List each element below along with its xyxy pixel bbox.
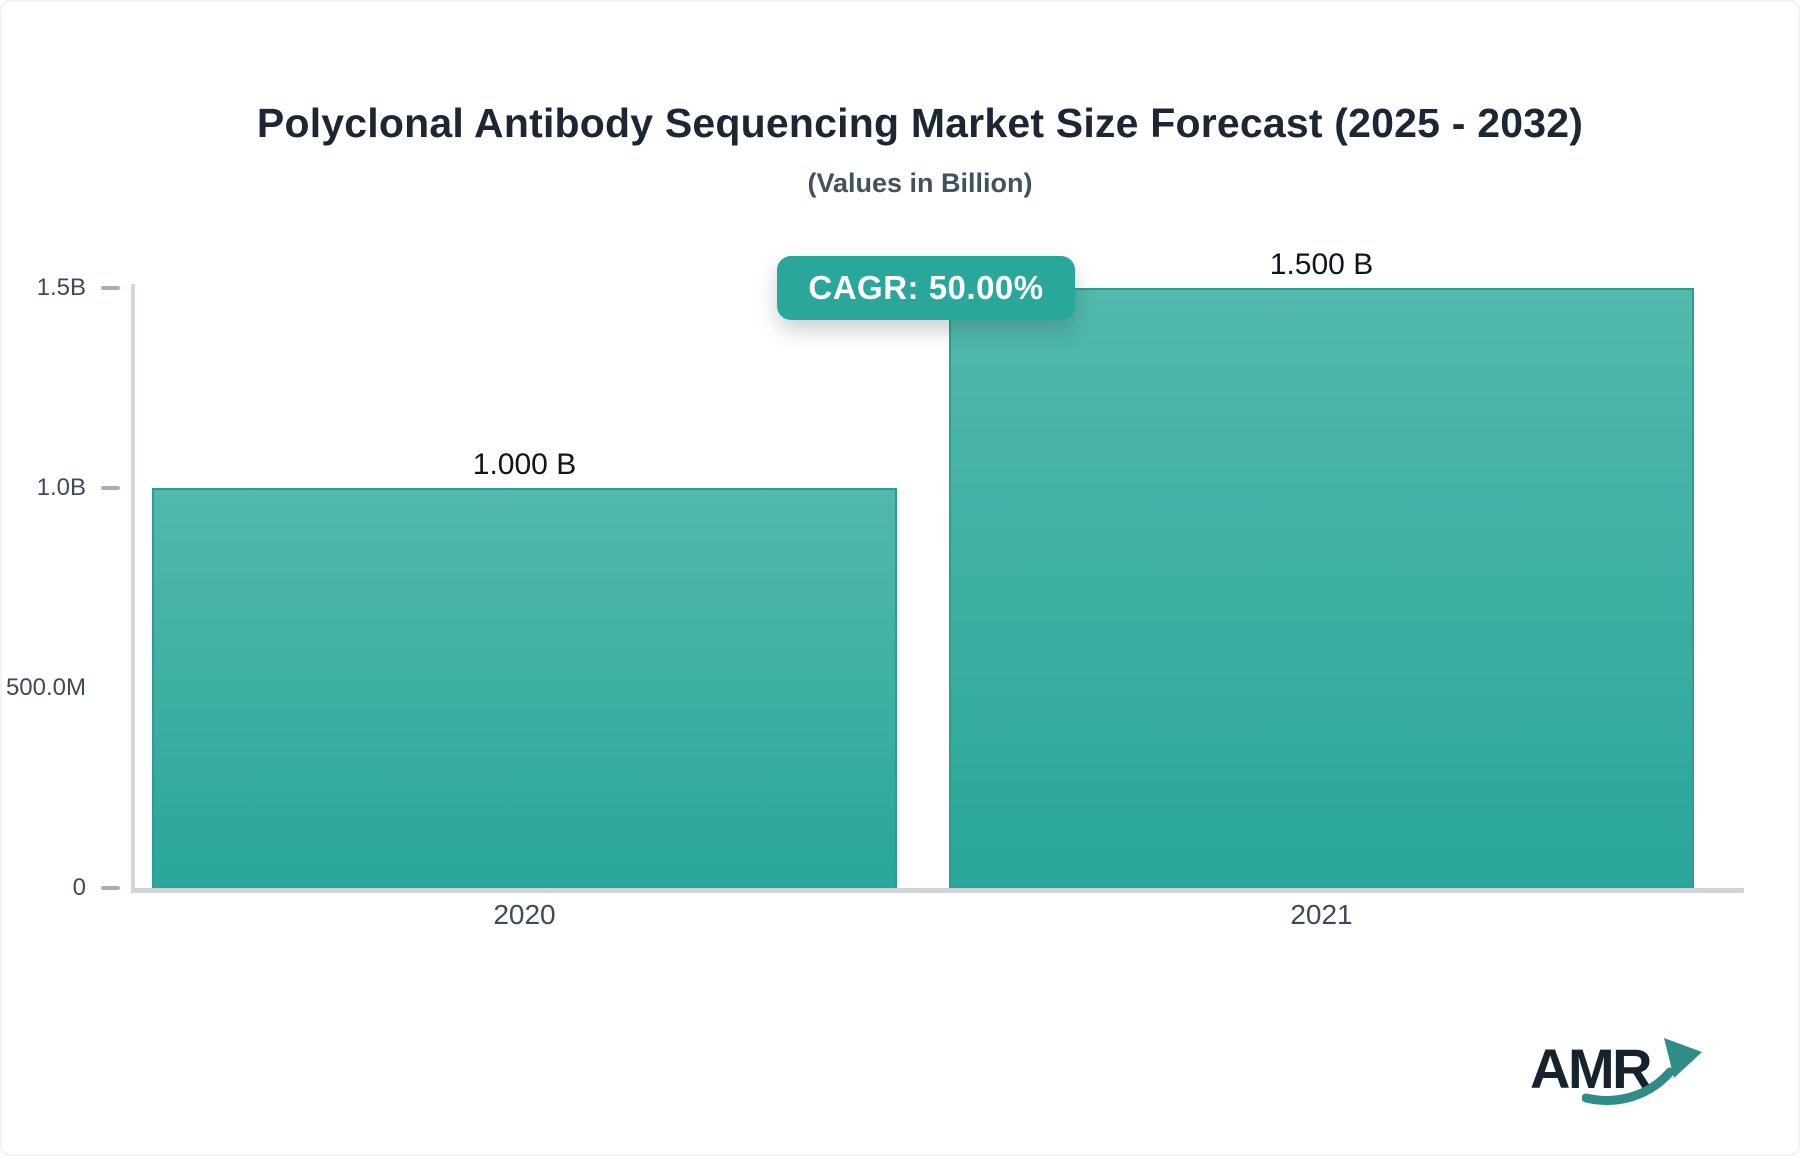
cagr-badge-label: CAGR: 50.00%: [808, 269, 1044, 306]
y-tick-label: 1.0B: [36, 474, 86, 501]
y-tick-dash: [101, 486, 120, 490]
bar-2020: [152, 488, 897, 888]
bar-value-label: 1.000 B: [472, 448, 577, 481]
y-tick-label: 500.0M: [5, 674, 86, 701]
amr-logo: AMR: [1530, 1032, 1720, 1108]
amr-logo-text: AMR: [1530, 1037, 1653, 1100]
chart-subtitle: (Values in Billion): [807, 168, 1033, 198]
y-tick-dash: [101, 286, 120, 290]
y-tick-label: 1.5B: [36, 274, 86, 301]
growth-arrow-icon: [1582, 1038, 1702, 1105]
x-axis-line: [131, 888, 1744, 893]
y-axis-line: [131, 284, 135, 890]
chart-title: Polyclonal Antibody Sequencing Market Si…: [256, 100, 1584, 146]
x-axis-label-2020: 2020: [493, 899, 556, 930]
x-axis-label-2021: 2021: [1290, 899, 1353, 930]
bar-2021: [949, 288, 1694, 888]
y-tick-label: 0: [72, 874, 86, 901]
bar-value-label: 1.500 B: [1269, 248, 1374, 281]
cagr-badge: CAGR: 50.00%: [777, 256, 1075, 320]
y-tick-dash: [101, 886, 120, 890]
